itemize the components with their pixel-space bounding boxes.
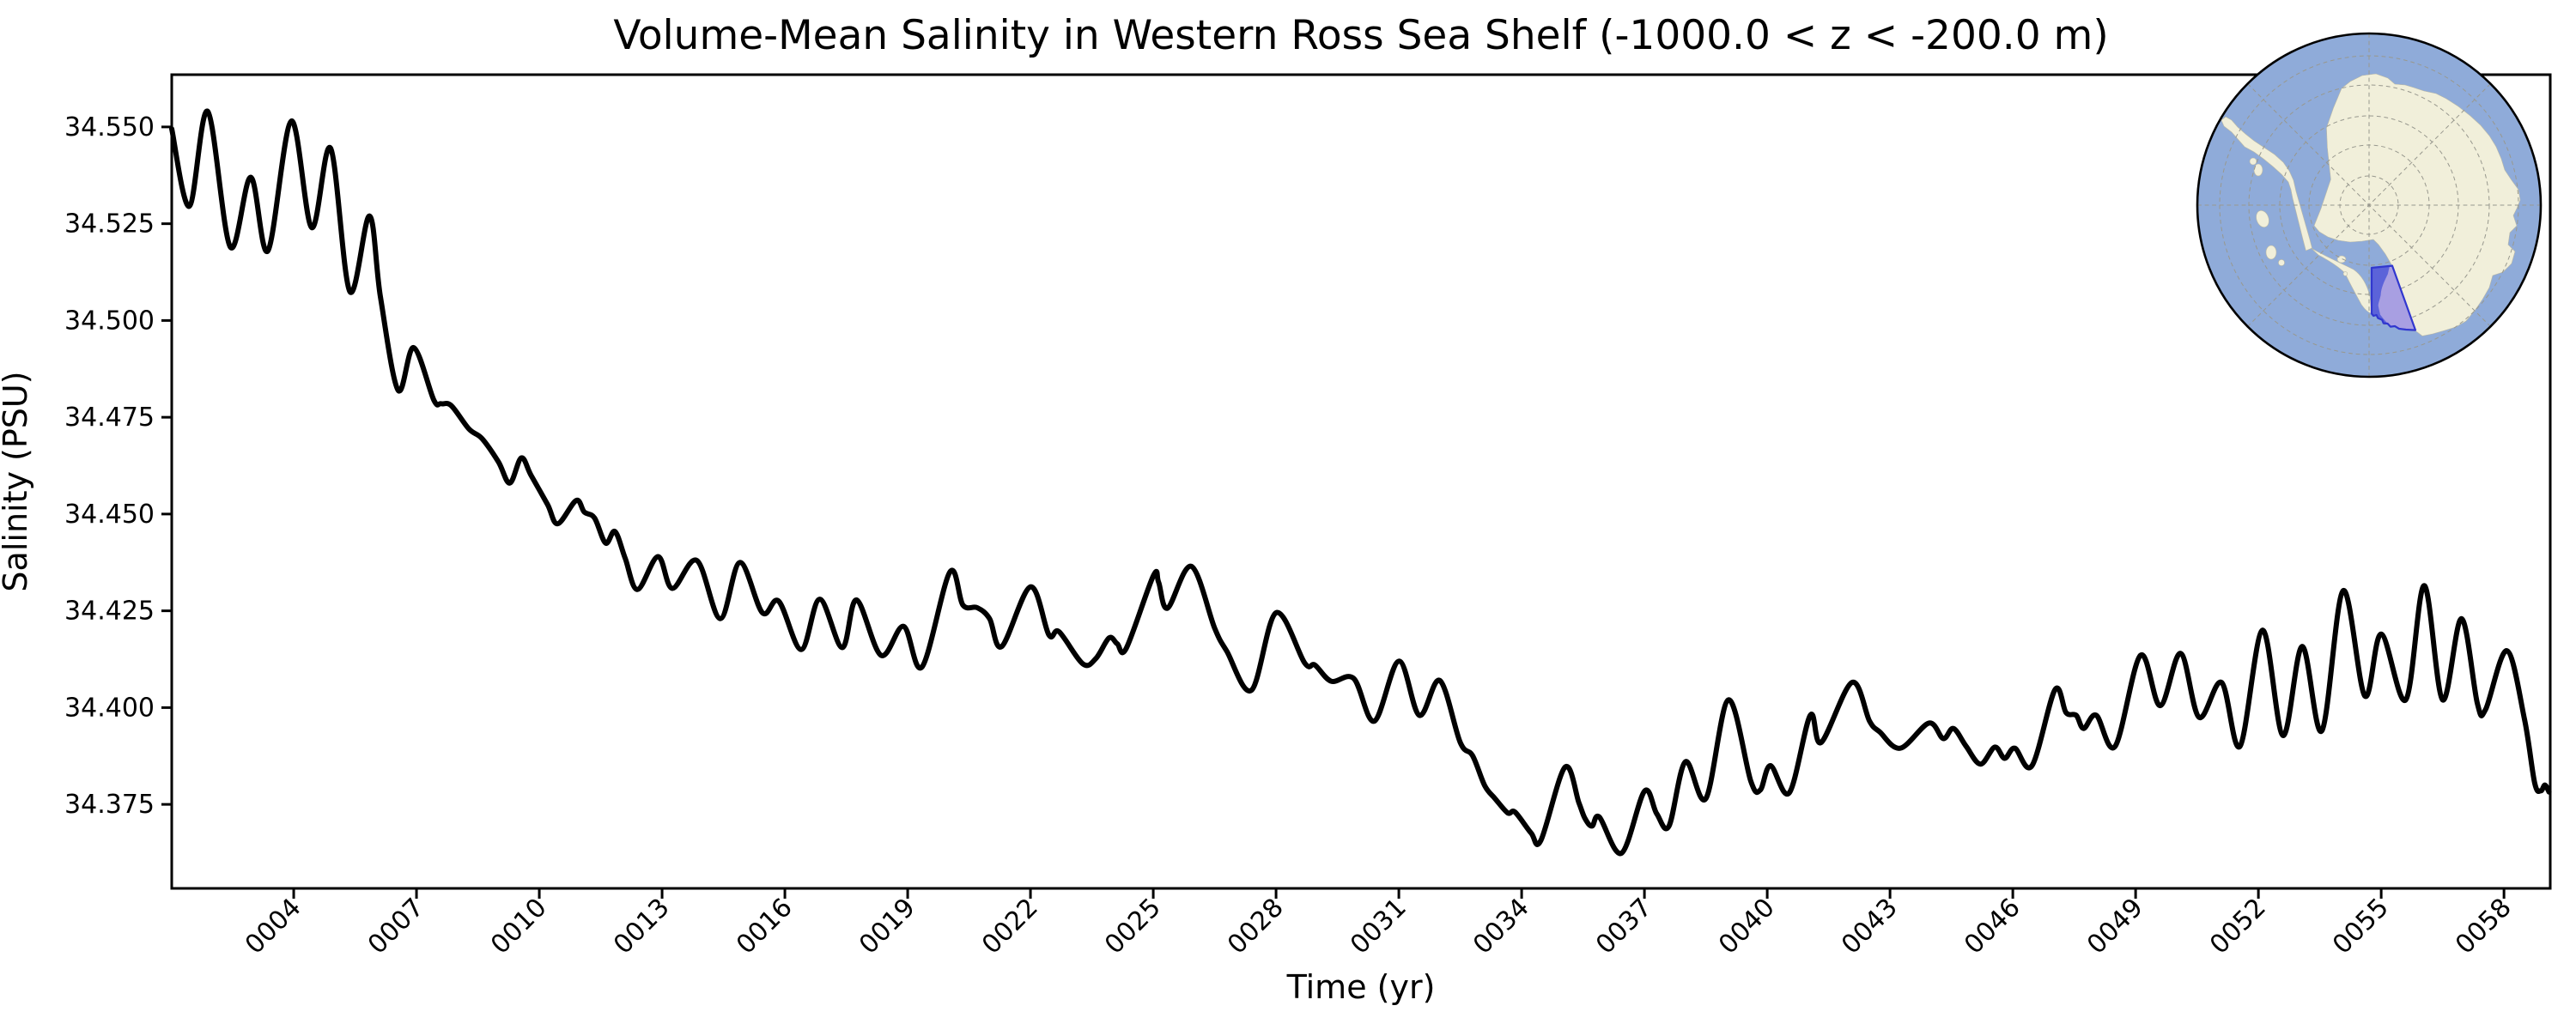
highlight-region-western-ross-sea-shelf xyxy=(2370,264,2417,331)
y-tick-label: 34.425 xyxy=(64,597,155,627)
y-tick-label: 34.450 xyxy=(64,500,155,530)
island xyxy=(2342,271,2348,276)
y-tick-label: 34.475 xyxy=(64,403,155,433)
x-tick-label: 0019 xyxy=(854,893,921,960)
x-tick-label: 0058 xyxy=(2450,893,2518,960)
meridian-line xyxy=(2247,83,2491,327)
y-axis-ticks: 34.375 34.400 34.425 34.450 34.475 34.500 34.5… xyxy=(64,112,172,820)
island xyxy=(2265,245,2277,260)
x-tick-label: 0040 xyxy=(1713,893,1781,960)
x-tick-label: 0055 xyxy=(2327,893,2395,960)
graticule xyxy=(2197,33,2541,377)
chart-title: Volume-Mean Salinity in Western Ross Sea… xyxy=(613,12,2109,59)
y-tick-label: 34.500 xyxy=(64,306,155,336)
island xyxy=(2256,210,2269,227)
antarctica-mainland xyxy=(2313,73,2521,336)
x-tick-label: 0028 xyxy=(1222,893,1290,960)
x-axis-label: Time (yr) xyxy=(1286,968,1436,1006)
y-tick-label: 34.375 xyxy=(64,790,155,820)
antarctica-inset-map xyxy=(2196,32,2543,379)
x-tick-label: 0004 xyxy=(240,893,307,960)
x-tick-label: 0013 xyxy=(608,893,676,960)
x-tick-label: 0052 xyxy=(2204,893,2272,960)
island xyxy=(2253,163,2263,177)
y-axis-label: Salinity (PSU) xyxy=(0,371,34,592)
x-tick-label: 0022 xyxy=(976,893,1044,960)
antarctica-landmass xyxy=(2221,73,2521,336)
x-tick-label: 0007 xyxy=(362,893,430,960)
x-tick-label: 0031 xyxy=(1345,893,1413,960)
globe-outline xyxy=(2196,32,2543,379)
x-tick-label: 0046 xyxy=(1959,893,2026,960)
axes-frame xyxy=(170,73,2552,890)
x-tick-label: 0034 xyxy=(1467,893,1535,960)
island xyxy=(2249,157,2257,166)
highlight-border xyxy=(2370,264,2417,331)
antarctic-peninsula xyxy=(2221,116,2312,251)
x-tick-label: 0043 xyxy=(1836,893,1904,960)
x-tick-label: 0010 xyxy=(485,893,553,960)
y-tick-label: 34.525 xyxy=(64,209,155,239)
victoria-land-coast xyxy=(2311,247,2372,314)
x-tick-label: 0025 xyxy=(1099,893,1167,960)
highlight-over-ocean xyxy=(2372,265,2390,324)
island xyxy=(2336,255,2347,264)
x-tick-label: 0037 xyxy=(1590,893,1658,960)
island xyxy=(2278,259,2285,266)
x-tick-label: 0016 xyxy=(731,893,799,960)
salinity-line-series xyxy=(169,108,2552,857)
y-tick-label: 34.400 xyxy=(64,693,155,723)
y-tick-label: 34.550 xyxy=(64,112,155,142)
x-axis-ticks: 0004 0007 0010 0013 0016 0019 0022 0025 0028 0031… xyxy=(240,888,2518,960)
x-tick-label: 0049 xyxy=(2081,893,2149,960)
